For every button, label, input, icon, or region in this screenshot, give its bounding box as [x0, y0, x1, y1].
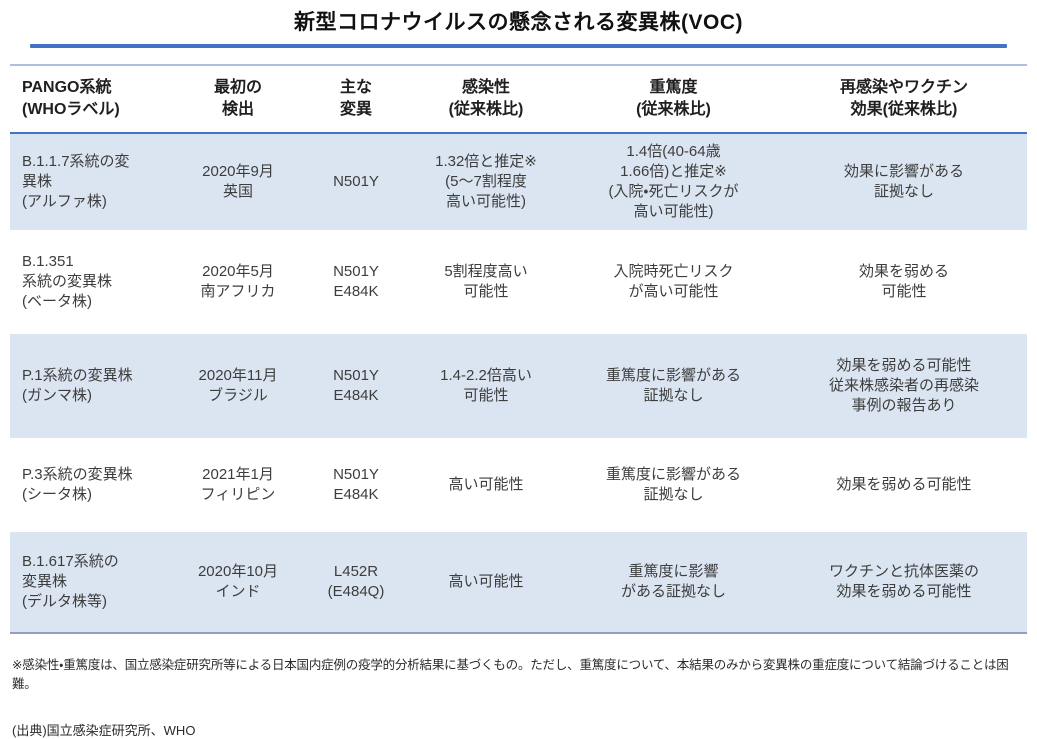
cell-vaccine-effect: 効果を弱める 可能性 [858, 263, 949, 300]
cell-first-detected: 2020年11月 ブラジル [198, 367, 278, 404]
cell-mutation: N501Y E484K [333, 263, 379, 300]
title-underline [30, 44, 1007, 48]
cell-first-detected: 2020年10月 インド [197, 563, 279, 600]
cell-transmissibility: 1.4-2.2倍高い 可能性 [440, 367, 532, 404]
cell-pango: P.3系統の変異株 (シータ株) [22, 466, 133, 503]
cell-transmissibility: 高い可能性 [448, 573, 524, 591]
cell-pango: B.1.1.7系統の変 異株 (アルファ株) [22, 153, 130, 210]
cell-severity: 重篤度に影響がある 証拠なし [605, 367, 741, 404]
table-row-theta: P.3系統の変異株 (シータ株) 2021年1月 フィリピン N501Y E48… [10, 438, 1027, 532]
cell-mutation: N501Y E484K [333, 367, 379, 404]
cell-vaccine-effect: 効果を弱める可能性 従来株感染者の再感染 事例の報告あり [828, 357, 979, 414]
cell-transmissibility: 5割程度高い 可能性 [444, 263, 528, 300]
source-note: (出典)国立感染症研究所、WHO [12, 723, 196, 738]
cell-severity: 1.4倍(40-64歳 1.66倍)と推定※ (入院・死亡リスクが 高い可能性) [608, 143, 739, 220]
column-header-severity: 重篤度 (従来株比) [636, 79, 711, 118]
cell-mutation: N501Y E484K [333, 466, 379, 503]
cell-mutation: L452R (E484Q) [327, 563, 385, 600]
cell-mutation: N501Y [333, 173, 379, 191]
column-header-pango: PANGO系統 (WHOラベル) [22, 79, 120, 118]
column-header-mutation: 主な 変異 [339, 79, 372, 118]
cell-severity: 重篤度に影響 がある証拠なし [620, 563, 726, 600]
page-title: 新型コロナウイルスの懸念される変異株(VOC) [294, 11, 743, 34]
cell-transmissibility: 高い可能性 [448, 476, 524, 494]
cell-first-detected: 2021年1月 フィリピン [200, 466, 276, 503]
column-header-first-detected: 最初の 検出 [213, 79, 262, 118]
cell-vaccine-effect: 効果を弱める可能性 [836, 476, 972, 494]
column-header-transmissibility: 感染性 (従来株比) [448, 79, 524, 118]
slide: 新型コロナウイルスの懸念される変異株(VOC) PANGO系統 (WHOラベル)… [0, 6, 1037, 739]
column-header-vaccine-effect: 再感染やワクチン 効果(従来株比) [839, 79, 968, 118]
cell-severity: 入院時死亡リスク が高い可能性 [613, 263, 734, 300]
cell-transmissibility: 1.32倍と推定※ (5〜7割程度 高い可能性) [435, 153, 537, 210]
cell-pango: B.1.617系統の 変異株 (デルタ株等) [22, 553, 119, 610]
table-row-beta: B.1.351 系統の変異株 (ベータ株) 2020年5月 南アフリカ N501… [10, 230, 1027, 334]
cell-pango: B.1.351 系統の変異株 (ベータ株) [22, 253, 113, 310]
cell-severity: 重篤度に影響がある 証拠なし [605, 466, 741, 503]
table-header-row: PANGO系統 (WHOラベル) 最初の 検出 主な 変異 感染性 (従来株比)… [10, 66, 1027, 134]
cell-first-detected: 2020年9月 英国 [202, 163, 274, 200]
cell-vaccine-effect: 効果に影響がある 証拠なし [843, 163, 964, 200]
table-row-delta: B.1.617系統の 変異株 (デルタ株等) 2020年10月 インド L452… [10, 532, 1027, 632]
footnote: ※感染性・重篤度は、国立感染症研究所等による日本国内症例の疫学的分析結果に基づく… [12, 658, 1009, 691]
table-row-gamma: P.1系統の変異株 (ガンマ株) 2020年11月 ブラジル N501Y E48… [10, 334, 1027, 438]
cell-first-detected: 2020年5月 南アフリカ [200, 263, 276, 300]
table-row-alpha: B.1.1.7系統の変 異株 (アルファ株) 2020年9月 英国 N501Y … [10, 134, 1027, 230]
cell-vaccine-effect: ワクチンと抗体医薬の 効果を弱める可能性 [828, 563, 979, 600]
cell-pango: P.1系統の変異株 (ガンマ株) [22, 367, 133, 404]
voc-table: PANGO系統 (WHOラベル) 最初の 検出 主な 変異 感染性 (従来株比)… [10, 64, 1027, 634]
